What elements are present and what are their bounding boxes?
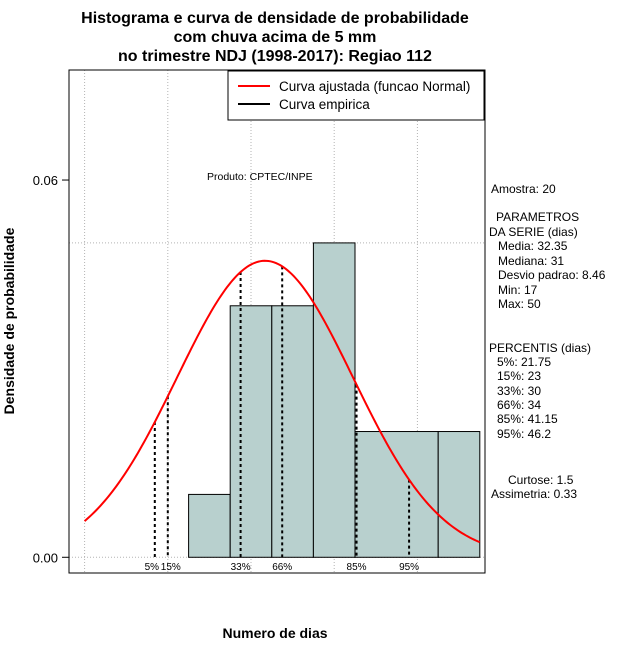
percentile-lines	[153, 266, 411, 558]
stats-p85: 85%: 41.15	[497, 412, 558, 426]
stats-sample: Amostra: 20	[491, 182, 556, 196]
percentile-label-0: 5%	[145, 562, 160, 573]
stats-p15: 15%: 23	[497, 369, 541, 383]
chart-title-line-1: Histograma e curva de densidade de proba…	[81, 10, 469, 27]
product-credit: Produto: CPTEC/INPE	[207, 171, 313, 183]
stats-p95: 95%: 46.2	[497, 427, 551, 441]
stats-percentiles-heading: PERCENTIS (dias)	[489, 341, 591, 355]
stats-p5: 5%: 21.75	[497, 355, 551, 369]
histogram-bars	[188, 242, 481, 558]
chart-title-line-2: com chuva acima de 5 mm	[174, 29, 377, 46]
percentile-label-2: 33%	[231, 562, 251, 573]
stats-params-heading-2: DA SERIE (dias)	[489, 225, 578, 239]
stats-stddev: Desvio padrao: 8.46	[498, 268, 606, 282]
stats-skewness: Assimetria: 0.33	[491, 487, 577, 501]
percentile-label-1: 15%	[161, 562, 181, 573]
legend-label-empirical: Curva empirica	[279, 97, 370, 112]
stats-panel: Amostra: 20 PARAMETROS DA SERIE (dias) M…	[489, 182, 606, 501]
stats-kurtosis: Curtose: 1.5	[508, 473, 574, 487]
y-axis: 0.00 0.06	[33, 173, 70, 565]
histogram-bar-4	[354, 431, 439, 558]
stats-min: Min: 17	[498, 283, 538, 297]
stats-params-heading-1: PARAMETROS	[496, 210, 579, 224]
percentile-label-5: 95%	[399, 562, 419, 573]
stats-max: Max: 50	[498, 297, 541, 311]
stats-mean: Media: 32.35	[498, 239, 568, 253]
y-axis-label: Densidade de probabilidade	[1, 227, 17, 414]
stats-p33: 33%: 30	[497, 384, 541, 398]
histogram-bar-0	[188, 493, 231, 558]
y-tick-label-1: 0.06	[33, 173, 58, 188]
percentile-label-3: 66%	[272, 562, 292, 573]
legend: Curva ajustada (funcao Normal) Curva emp…	[227, 70, 485, 121]
chart-title-line-3: no trimestre NDJ (1998-2017): Regiao 112	[118, 48, 432, 65]
normal-curve-line	[83, 259, 481, 544]
percentile-label-4: 85%	[347, 562, 367, 573]
stats-median: Mediana: 31	[498, 254, 564, 268]
histogram-bar-2	[271, 305, 314, 558]
legend-label-normal: Curva ajustada (funcao Normal)	[279, 79, 470, 94]
histogram-bar-5	[437, 431, 481, 558]
stats-p66: 66%: 34	[497, 398, 541, 412]
y-tick-label-0: 0.00	[33, 550, 58, 565]
histogram-bar-3	[312, 242, 356, 558]
x-axis-label: Numero de dias	[222, 625, 327, 641]
histogram-bar-1	[229, 305, 273, 558]
legend-box	[227, 70, 485, 121]
percentile-labels: 5% 15% 33% 66% 85% 95%	[145, 562, 420, 573]
